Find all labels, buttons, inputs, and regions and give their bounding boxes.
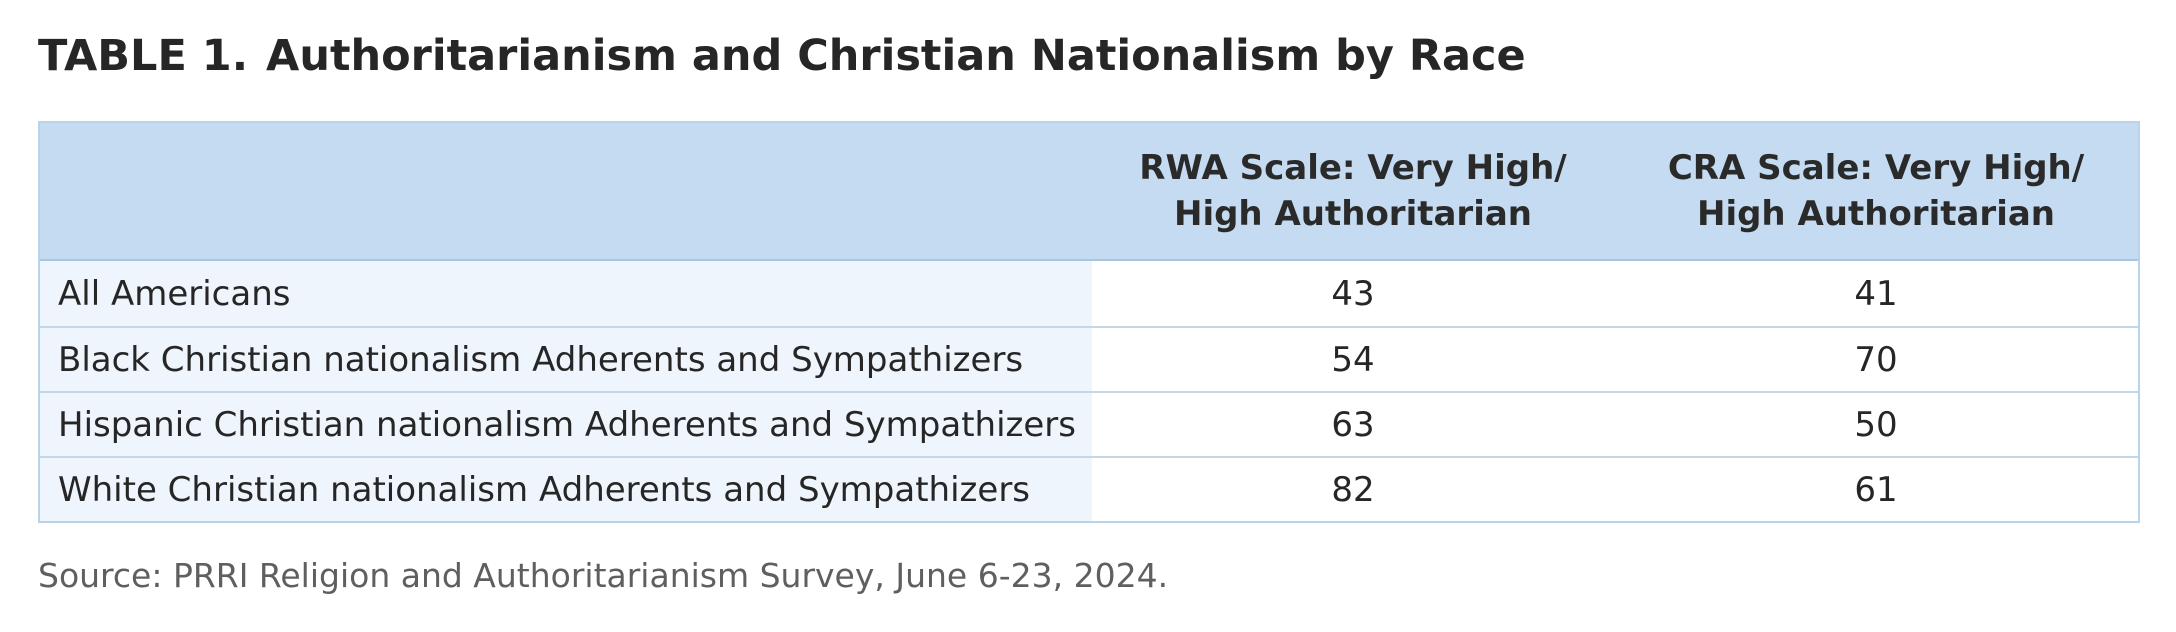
row-label: Hispanic Christian nationalism Adherents… [40,393,1092,456]
column-header-rwa-line1: RWA Scale: Very High/ [1139,148,1567,188]
row-label: White Christian nationalism Adherents an… [40,458,1092,521]
cra-value: 41 [1854,273,1898,314]
data-table: RWA Scale: Very High/ High Authoritarian… [38,121,2140,523]
source-note: Source: PRRI Religion and Authoritariani… [38,556,1169,595]
cra-value: 61 [1854,469,1898,510]
table-row: All Americans 43 41 [40,261,2138,326]
table-row: Hispanic Christian nationalism Adherents… [40,391,2138,456]
rwa-value: 82 [1331,469,1375,510]
row-label: Black Christian nationalism Adherents an… [40,328,1092,391]
table-title: TABLE 1. Authoritarianism and Christian N… [38,26,1526,86]
column-header-cra: CRA Scale: Very High/ High Authoritarian [1614,123,2138,259]
cra-value: 50 [1854,404,1898,445]
row-label: All Americans [40,261,1092,326]
table-row: White Christian nationalism Adherents an… [40,456,2138,521]
table-header: RWA Scale: Very High/ High Authoritarian… [40,123,2138,261]
rwa-value: 54 [1331,339,1375,380]
column-header-rwa: RWA Scale: Very High/ High Authoritarian [1092,123,1614,259]
cra-value: 70 [1854,339,1898,380]
rwa-value: 43 [1331,273,1375,314]
column-header-cra-line2: High Authoritarian [1696,194,2055,234]
table-title-text: Authoritarianism and Christian Nationali… [266,31,1526,81]
column-header-cra-line1: CRA Scale: Very High/ [1667,148,2085,188]
table-body: All Americans 43 41 Black Christian nati… [40,261,2138,521]
column-header-rwa-line2: High Authoritarian [1173,194,1532,234]
table-number: TABLE 1. [38,31,249,81]
rwa-value: 63 [1331,404,1375,445]
table-row: Black Christian nationalism Adherents an… [40,326,2138,391]
